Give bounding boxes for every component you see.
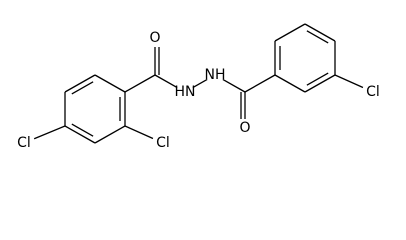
bond — [124, 74, 156, 93]
bond — [306, 72, 329, 86]
bond — [274, 74, 306, 93]
bond — [33, 125, 66, 140]
bond — [334, 74, 364, 89]
bond — [274, 23, 306, 42]
bond — [306, 30, 329, 44]
atom-label: O — [239, 120, 250, 136]
bond — [244, 74, 276, 93]
atom-label: HN — [175, 84, 196, 100]
bond — [64, 74, 96, 93]
bond — [304, 23, 336, 42]
structure-diagram: O HN NH O Cl Cl Cl — [17, 23, 380, 151]
bond — [192, 78, 208, 89]
bond — [94, 74, 126, 93]
atom-label: Cl — [366, 84, 380, 100]
bond — [94, 125, 126, 144]
bond — [71, 81, 94, 95]
bond — [304, 74, 336, 93]
bond — [64, 125, 96, 144]
atom-label: Cl — [156, 135, 170, 151]
atom-label: O — [149, 30, 160, 46]
bond — [154, 74, 178, 89]
bond — [222, 78, 246, 93]
atom-label: Cl — [17, 135, 31, 151]
atom-label: NH — [205, 67, 226, 83]
bond — [71, 123, 94, 137]
bond — [124, 125, 154, 140]
